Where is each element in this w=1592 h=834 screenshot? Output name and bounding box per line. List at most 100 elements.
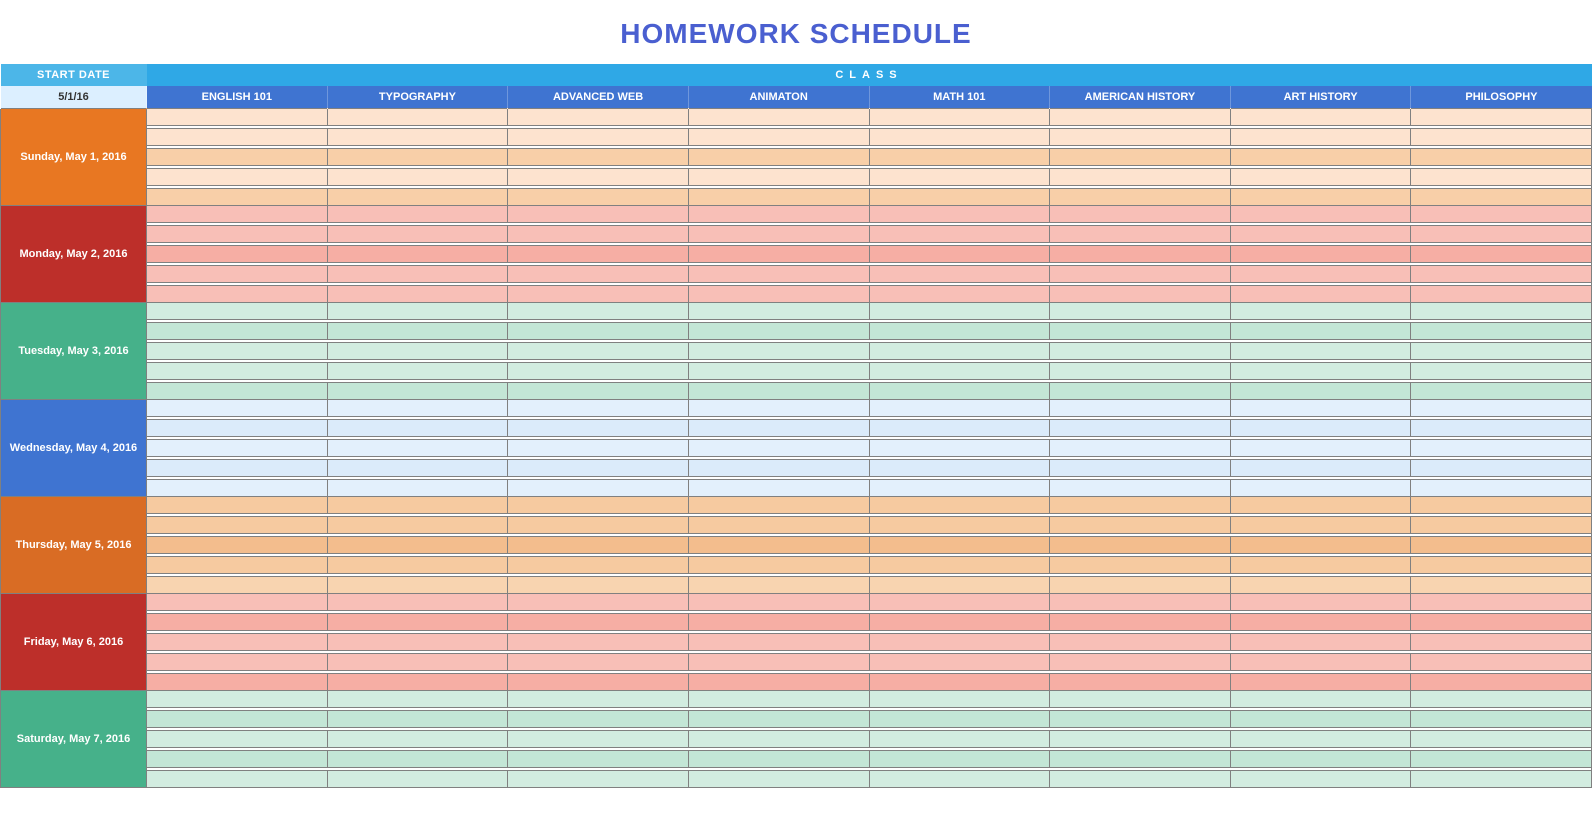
schedule-cell[interactable] [147,516,328,533]
schedule-cell[interactable] [1050,245,1231,262]
schedule-cell[interactable] [147,322,328,339]
schedule-cell[interactable] [1411,770,1592,787]
schedule-cell[interactable] [688,322,869,339]
schedule-cell[interactable] [508,516,689,533]
schedule-cell[interactable] [1050,382,1231,399]
schedule-cell[interactable] [327,593,508,610]
schedule-cell[interactable] [327,613,508,630]
schedule-cell[interactable] [327,302,508,319]
schedule-cell[interactable] [688,576,869,593]
schedule-cell[interactable] [688,556,869,573]
schedule-cell[interactable] [688,188,869,205]
schedule-cell[interactable] [869,399,1050,416]
schedule-cell[interactable] [1411,536,1592,553]
schedule-cell[interactable] [1411,516,1592,533]
schedule-cell[interactable] [327,322,508,339]
schedule-cell[interactable] [869,536,1050,553]
schedule-cell[interactable] [1411,322,1592,339]
schedule-cell[interactable] [1050,690,1231,707]
schedule-cell[interactable] [147,556,328,573]
schedule-cell[interactable] [869,302,1050,319]
schedule-cell[interactable] [327,399,508,416]
schedule-cell[interactable] [1050,148,1231,165]
schedule-cell[interactable] [869,225,1050,242]
schedule-cell[interactable] [1230,516,1411,533]
schedule-cell[interactable] [869,245,1050,262]
schedule-cell[interactable] [327,285,508,302]
schedule-cell[interactable] [508,108,689,125]
schedule-cell[interactable] [869,285,1050,302]
schedule-cell[interactable] [1050,459,1231,476]
schedule-cell[interactable] [1050,188,1231,205]
schedule-cell[interactable] [1411,399,1592,416]
schedule-cell[interactable] [1050,265,1231,282]
schedule-cell[interactable] [869,459,1050,476]
schedule-cell[interactable] [327,459,508,476]
schedule-cell[interactable] [327,536,508,553]
schedule-cell[interactable] [869,188,1050,205]
schedule-cell[interactable] [508,188,689,205]
schedule-cell[interactable] [147,673,328,690]
schedule-cell[interactable] [869,382,1050,399]
schedule-cell[interactable] [147,439,328,456]
schedule-cell[interactable] [327,750,508,767]
schedule-cell[interactable] [1230,168,1411,185]
schedule-cell[interactable] [869,576,1050,593]
schedule-cell[interactable] [147,108,328,125]
schedule-cell[interactable] [1230,342,1411,359]
schedule-cell[interactable] [147,342,328,359]
schedule-cell[interactable] [1230,576,1411,593]
schedule-cell[interactable] [147,536,328,553]
schedule-cell[interactable] [688,770,869,787]
schedule-cell[interactable] [869,730,1050,747]
schedule-cell[interactable] [869,205,1050,222]
schedule-cell[interactable] [1411,108,1592,125]
schedule-cell[interactable] [147,419,328,436]
schedule-cell[interactable] [1230,730,1411,747]
schedule-cell[interactable] [1230,382,1411,399]
schedule-cell[interactable] [1050,730,1231,747]
schedule-cell[interactable] [1050,225,1231,242]
schedule-cell[interactable] [1411,633,1592,650]
schedule-cell[interactable] [1050,362,1231,379]
schedule-cell[interactable] [869,673,1050,690]
schedule-cell[interactable] [508,690,689,707]
schedule-cell[interactable] [688,362,869,379]
schedule-cell[interactable] [147,245,328,262]
schedule-cell[interactable] [147,770,328,787]
schedule-cell[interactable] [688,496,869,513]
schedule-cell[interactable] [869,439,1050,456]
schedule-cell[interactable] [508,168,689,185]
schedule-cell[interactable] [1050,479,1231,496]
schedule-cell[interactable] [869,479,1050,496]
schedule-cell[interactable] [1230,128,1411,145]
schedule-cell[interactable] [1230,225,1411,242]
schedule-cell[interactable] [869,633,1050,650]
schedule-cell[interactable] [1050,419,1231,436]
schedule-cell[interactable] [1230,245,1411,262]
schedule-cell[interactable] [508,710,689,727]
schedule-cell[interactable] [327,342,508,359]
schedule-cell[interactable] [508,479,689,496]
schedule-cell[interactable] [869,556,1050,573]
schedule-cell[interactable] [1230,653,1411,670]
schedule-cell[interactable] [1230,419,1411,436]
schedule-cell[interactable] [869,653,1050,670]
schedule-cell[interactable] [1411,496,1592,513]
schedule-cell[interactable] [1411,362,1592,379]
schedule-cell[interactable] [688,302,869,319]
schedule-cell[interactable] [147,362,328,379]
schedule-cell[interactable] [508,459,689,476]
schedule-cell[interactable] [327,730,508,747]
schedule-cell[interactable] [327,225,508,242]
schedule-cell[interactable] [508,633,689,650]
schedule-cell[interactable] [1230,265,1411,282]
schedule-cell[interactable] [1411,710,1592,727]
schedule-cell[interactable] [147,690,328,707]
schedule-cell[interactable] [1050,285,1231,302]
schedule-cell[interactable] [508,576,689,593]
schedule-cell[interactable] [1230,302,1411,319]
schedule-cell[interactable] [688,419,869,436]
schedule-cell[interactable] [147,750,328,767]
schedule-cell[interactable] [1050,653,1231,670]
